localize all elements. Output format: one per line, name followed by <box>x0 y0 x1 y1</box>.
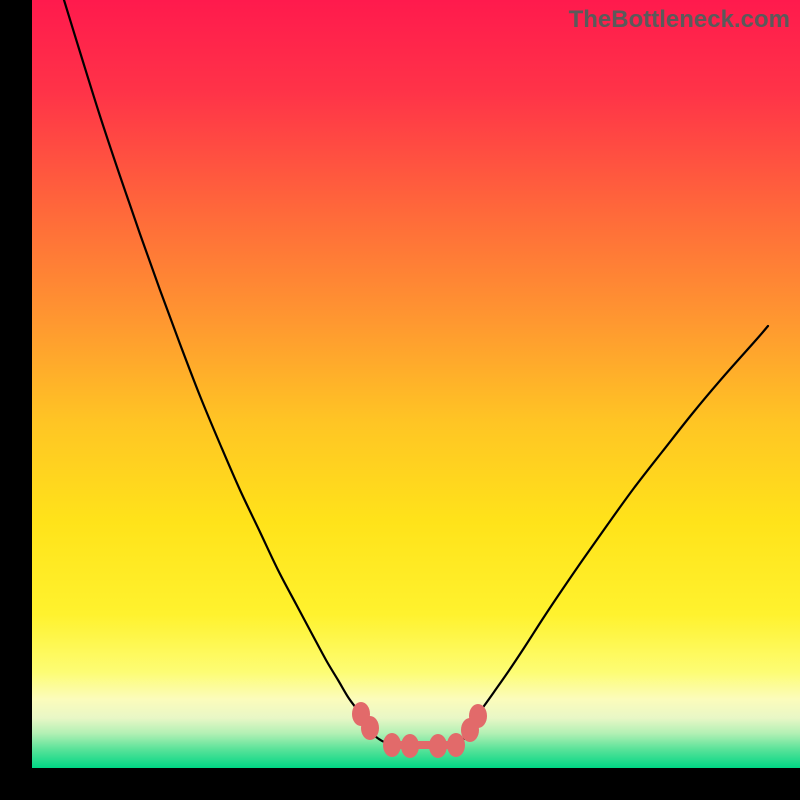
gradient-background <box>32 0 800 768</box>
data-marker <box>429 734 447 758</box>
data-marker <box>361 716 379 740</box>
data-marker <box>383 733 401 757</box>
chart-svg <box>32 0 800 768</box>
data-marker <box>447 733 465 757</box>
watermark-text: TheBottleneck.com <box>569 6 790 34</box>
chart-plot-area <box>32 0 800 768</box>
data-marker <box>401 734 419 758</box>
data-marker <box>469 704 487 728</box>
